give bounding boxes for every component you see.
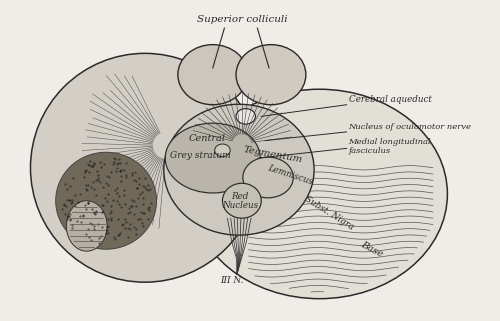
Text: fasciculus: fasciculus	[348, 147, 391, 155]
Text: Cerebral aqueduct: Cerebral aqueduct	[348, 95, 432, 104]
Text: Nucleus: Nucleus	[222, 201, 258, 210]
Ellipse shape	[66, 201, 107, 251]
Ellipse shape	[30, 53, 260, 282]
Text: Red: Red	[231, 192, 248, 201]
Text: Tegmentum: Tegmentum	[242, 145, 303, 164]
Ellipse shape	[243, 157, 293, 198]
Text: Subst. Nigra: Subst. Nigra	[303, 195, 356, 232]
Ellipse shape	[236, 45, 306, 105]
Text: III N.: III N.	[220, 276, 244, 285]
Text: Superior colliculi: Superior colliculi	[196, 15, 287, 24]
Text: Base: Base	[359, 240, 384, 259]
Text: Grey stratum: Grey stratum	[170, 151, 230, 160]
Text: Nucleus of oculomotor nerve: Nucleus of oculomotor nerve	[348, 123, 472, 131]
Ellipse shape	[178, 45, 248, 105]
Ellipse shape	[164, 104, 314, 235]
Ellipse shape	[192, 89, 448, 299]
Ellipse shape	[222, 183, 261, 218]
Text: Medial longitudinal: Medial longitudinal	[348, 137, 431, 145]
Ellipse shape	[166, 123, 260, 193]
Ellipse shape	[214, 144, 230, 157]
Ellipse shape	[56, 152, 156, 249]
Text: Lemniscus: Lemniscus	[266, 163, 314, 186]
Ellipse shape	[236, 108, 256, 124]
Text: Central: Central	[188, 134, 226, 143]
